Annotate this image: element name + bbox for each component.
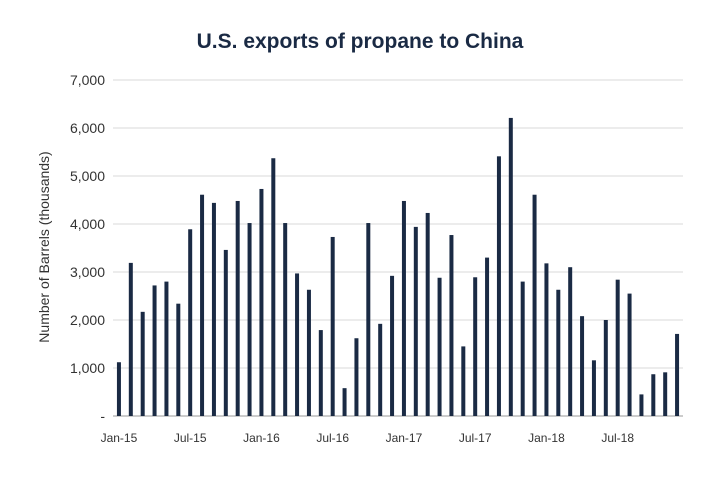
bar-jan-18 [544,263,549,416]
bar-oct-16 [366,223,371,416]
bar-may-15 [164,281,169,416]
bar-jun-17 [461,346,466,416]
bar-feb-15 [128,262,133,416]
x-tick-label: Jul-15 [174,431,207,445]
y-tick-label: 2,000 [70,312,105,328]
bar-sep-16 [354,338,359,416]
x-tick-label: Jan-18 [528,431,565,445]
bar-sep-17 [496,156,501,416]
bar-sep-15 [211,202,216,416]
bar-aug-17 [485,257,490,416]
bar-dec-17 [532,194,537,416]
bar-feb-17 [413,226,418,416]
bar-aug-16 [342,388,347,416]
y-tick-label: 3,000 [70,264,105,280]
y-tick-label: 6,000 [70,120,105,136]
x-tick-label: Jul-16 [316,431,349,445]
bar-jul-16 [330,236,335,416]
bar-nov-16 [378,323,383,416]
bar-mar-17 [425,212,430,416]
bar-oct-15 [223,249,228,416]
y-axis-label: Number of Barrels (thousands) [36,151,52,342]
x-tick-label: Jan-17 [386,431,423,445]
bars [116,117,680,417]
bar-dec-18 [675,333,680,416]
y-tick-label: 7,000 [70,72,105,88]
y-axis-ticks: - 1,000 2,000 3,000 4,000 5,000 6,000 7,000 [70,72,105,424]
bar-may-18 [591,360,596,416]
bar-jul-17 [473,277,478,416]
bar-jan-15 [116,362,121,416]
bar-sep-18 [639,394,644,416]
bar-dec-16 [390,275,395,416]
bar-jun-16 [318,330,323,416]
bar-jan-17 [401,200,406,416]
bar-nov-17 [520,281,525,416]
chart-title: U.S. exports of propane to China [197,30,524,53]
bar-may-17 [449,235,454,416]
bar-mar-18 [568,267,573,416]
x-tick-label: Jul-18 [601,431,634,445]
x-tick-label: Jan-15 [101,431,138,445]
gridlines [113,79,683,417]
bar-feb-16 [271,158,276,417]
bar-aug-15 [200,194,205,416]
bar-jul-15 [188,229,193,416]
y-tick-label: - [100,408,105,424]
x-tick-label: Jan-16 [243,431,280,445]
bar-nov-15 [235,200,240,416]
bar-apr-18 [580,316,585,416]
bar-apr-16 [295,273,300,416]
x-axis-ticks: Jan-15 Jul-15 Jan-16 Jul-16 Jan-17 Jul-17 Jan-… [101,431,635,445]
bar-jun-18 [603,320,608,416]
bar-mar-15 [140,311,145,416]
bar-apr-15 [152,285,157,416]
bar-jan-16 [259,188,264,416]
bar-jul-18 [615,279,620,416]
bar-oct-18 [651,374,656,416]
bar-nov-18 [663,372,668,416]
y-tick-label: 1,000 [70,360,105,376]
x-tick-label: Jul-17 [459,431,492,445]
bar-dec-15 [247,223,252,416]
y-tick-label: 5,000 [70,168,105,184]
bar-jun-15 [176,303,181,416]
bar-mar-16 [283,223,288,416]
bar-feb-18 [556,289,561,416]
y-tick-label: 4,000 [70,216,105,232]
bar-aug-18 [627,293,632,416]
bar-oct-17 [508,117,513,417]
bar-may-16 [306,289,311,416]
bar-apr-17 [437,277,442,416]
